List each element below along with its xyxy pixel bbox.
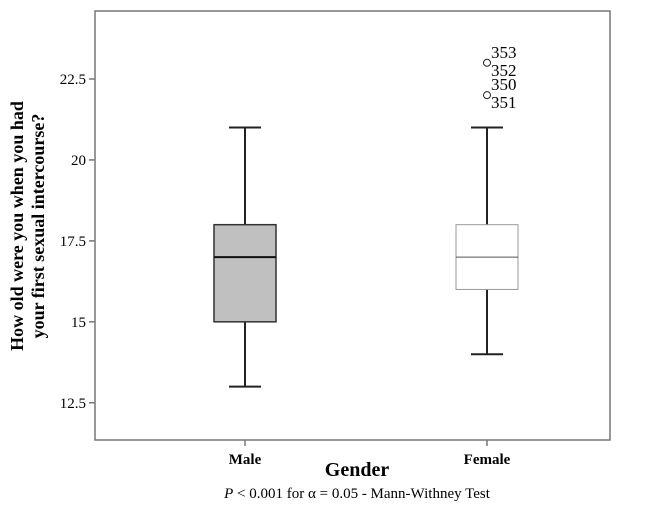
footnote: P < 0.001 for α = 0.05 - Mann-Withney Te… [223, 486, 491, 502]
y-tick-label: 20 [71, 153, 86, 169]
outlier-point [483, 58, 491, 67]
plot-frame [94, 10, 611, 441]
x-tick-label: Female [464, 452, 511, 468]
y-tick-label: 22.5 [60, 72, 86, 88]
y-tick-label: 15 [71, 315, 86, 331]
footnote-p: P [223, 486, 233, 502]
outlier-point [483, 91, 491, 100]
outlier-label: 350 [491, 75, 517, 94]
x-axis-label: Gender [325, 459, 390, 481]
x-tick-label: Male [229, 452, 262, 468]
footnote-text: < 0.001 for α = 0.05 - Mann-Withney Test [233, 486, 490, 502]
outlier-label: 352 [491, 61, 517, 80]
x-axis: Male Female [229, 440, 511, 468]
iqr-box [213, 223, 277, 323]
y-axis: 12.5 15 17.5 20 22.5 [60, 72, 95, 412]
y-axis-label-line-2: your first sexual intercourse? [28, 114, 48, 339]
outlier-label: 353 [491, 43, 517, 62]
y-tick-label: 12.5 [60, 396, 86, 412]
outlier-label: 351 [491, 93, 517, 112]
box-male [213, 126, 277, 388]
y-axis-label-line-1: How old were you when you had [7, 101, 27, 351]
y-tick-label: 17.5 [60, 234, 86, 250]
